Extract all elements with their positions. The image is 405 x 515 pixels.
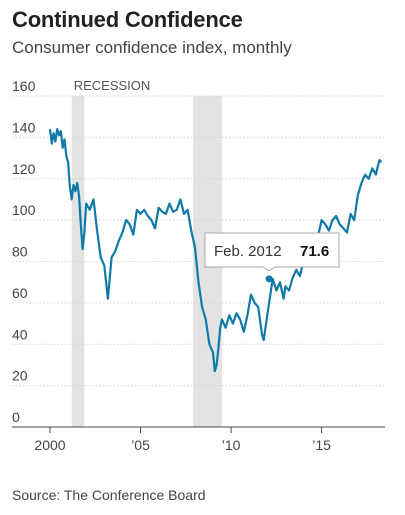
annotation-marker	[265, 275, 273, 283]
x-tick-label: 2000	[34, 437, 65, 453]
annotation-group: Feb. 2012 71.6	[204, 232, 340, 283]
gridlines	[12, 95, 385, 428]
y-tick-label: 20	[12, 368, 28, 384]
series-group	[48, 128, 383, 373]
source-note: Source: The Conference Board	[12, 487, 206, 503]
annotation-box	[204, 232, 340, 272]
x-tick-label: ’10	[222, 437, 241, 453]
y-tick-label: 60	[12, 285, 28, 301]
y-tick-label: 80	[12, 244, 28, 260]
chart-title: Continued Confidence	[12, 7, 243, 32]
x-axis-ticks: 2000 ’05 ’10 ’15	[34, 427, 331, 453]
y-tick-label: 160	[12, 78, 36, 94]
x-tick-label: ’05	[131, 437, 150, 453]
y-tick-label: 140	[12, 119, 36, 135]
y-axis-ticks: 0 20 40 60 80 100 120 140 160	[12, 78, 36, 425]
y-tick-label: 40	[12, 326, 28, 342]
annotation-date: Feb. 2012	[214, 243, 282, 260]
x-tick-label: ’15	[312, 437, 331, 453]
series-line-1	[48, 128, 383, 373]
chart-subtitle: Consumer confidence index, monthly	[12, 38, 292, 57]
recession-band-1	[71, 96, 85, 427]
annotation-value: 71.6	[300, 243, 329, 260]
recession-shading: RECESSION	[71, 78, 223, 427]
y-tick-label: 120	[12, 161, 36, 177]
y-tick-label: 0	[12, 409, 20, 425]
y-tick-label: 100	[12, 202, 36, 218]
recession-label: RECESSION	[74, 78, 151, 93]
